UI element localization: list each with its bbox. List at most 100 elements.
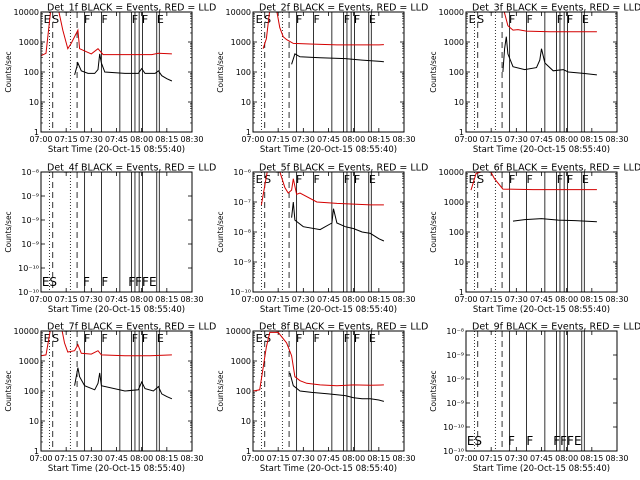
lld-series-line (260, 172, 384, 206)
x-tick-label: 07:45 (530, 454, 553, 463)
event-marker-letter: E (469, 13, 476, 26)
y-tick-label: 10⁻¹⁰ (230, 288, 251, 297)
y-tick-label: 100 (24, 68, 39, 77)
event-marker-letter: E (157, 332, 164, 345)
chart-title: Det_2f BLACK = Events, RED = LLD (259, 3, 428, 14)
y-tick-label: 10⁻⁶ (233, 168, 251, 177)
x-tick-label: 08:30 (392, 295, 415, 304)
y-tick-label: 1000 (19, 38, 39, 47)
y-axis-label: Counts/sec (216, 51, 225, 92)
event-marker-letter: E (256, 332, 263, 345)
x-tick-label: 07:45 (317, 295, 340, 304)
x-tick-label: 07:00 (454, 135, 477, 144)
y-tick-label: 100 (236, 387, 251, 396)
y-axis-label: Counts/sec (4, 370, 13, 411)
y-tick-label: 10000 (226, 327, 251, 336)
y-tick-label: 1000 (231, 38, 251, 47)
y-axis-label: Counts/sec (429, 370, 438, 411)
x-tick-label: 08:15 (367, 454, 390, 463)
x-tick-label: 07:45 (105, 295, 128, 304)
x-tick-label: 07:30 (505, 135, 528, 144)
y-tick-label: 1 (459, 128, 464, 137)
y-tick-label: 100 (24, 387, 39, 396)
event-marker-letter: S (264, 332, 271, 345)
event-marker-letter: FFFE (553, 434, 581, 448)
y-tick-label: 10⁻⁹ (446, 351, 464, 360)
y-tick-label: 10000 (14, 327, 39, 336)
x-axis-label: Start Time (20-Oct-15 08:55:40) (473, 145, 610, 155)
plot-frame (465, 11, 618, 133)
x-tick-label: 07:45 (317, 454, 340, 463)
event-marker-letter: F (567, 173, 573, 186)
chart-panel-6: Det_6f BLACK = Events, RED = LLD 1 10 100 10… (429, 163, 640, 316)
events-series-line (512, 218, 597, 223)
x-tick-label: 07:15 (55, 454, 78, 463)
x-tick-label: 08:00 (130, 135, 153, 144)
event-marker-letter: S (52, 13, 59, 26)
event-marker-letter: E (582, 173, 589, 186)
x-tick-label: 08:15 (155, 135, 178, 144)
x-tick-label: 07:45 (530, 295, 553, 304)
y-tick-label: 1 (246, 128, 251, 137)
y-tick-label: 10000 (439, 8, 464, 17)
event-marker-letter: E (157, 13, 164, 26)
y-tick-label: 100 (236, 68, 251, 77)
event-marker-letter: S (477, 13, 484, 26)
event-marker-letter: F (101, 275, 108, 289)
x-tick-label: 07:15 (267, 454, 290, 463)
chart-panel-7: Det_7f BLACK = Events, RED = LLD 1 10 100 10… (4, 322, 216, 475)
events-series-line (291, 201, 385, 242)
x-tick-label: 07:00 (454, 295, 477, 304)
x-tick-label: 08:30 (605, 295, 628, 304)
event-marker-letter: FFFE (128, 275, 156, 289)
x-tick-label: 08:00 (130, 295, 153, 304)
event-marker-letter: F (84, 13, 90, 26)
chart-panel-8: Det_8f BLACK = Events, RED = LLD 1 10 100 10… (216, 322, 428, 475)
event-marker-letter: F (354, 332, 360, 345)
x-tick-label: 08:15 (155, 295, 178, 304)
event-marker-letter: E (582, 13, 589, 26)
y-tick-label: 10000 (14, 8, 39, 17)
x-tick-label: 08:15 (580, 454, 603, 463)
x-tick-label: 08:00 (342, 295, 365, 304)
event-marker-letter: E (44, 332, 51, 345)
event-marker-letter: S (474, 434, 482, 448)
x-tick-label: 08:00 (555, 135, 578, 144)
plot-frame (40, 11, 193, 133)
x-tick-label: 08:30 (605, 454, 628, 463)
event-marker-letter: F (132, 13, 138, 26)
event-marker-letter: E (42, 275, 50, 289)
x-tick-label: 07:00 (241, 135, 264, 144)
plot-frame (252, 11, 405, 133)
y-tick-label: 10⁻⁸ (446, 327, 464, 336)
event-marker-letter: E (469, 173, 476, 186)
event-marker-letter: F (84, 332, 90, 345)
x-axis-label: Start Time (20-Oct-15 08:55:40) (48, 305, 185, 315)
x-axis-label: Start Time (20-Oct-15 08:55:40) (48, 464, 185, 474)
y-tick-label: 1000 (444, 38, 464, 47)
x-tick-label: 08:00 (555, 454, 578, 463)
y-tick-label: 10⁻¹⁰ (443, 447, 464, 456)
x-tick-label: 07:00 (241, 295, 264, 304)
event-marker-letter: F (142, 13, 148, 26)
chart-panel-4: Det_4f BLACK = Events, RED = LLD 10⁻¹⁰ 10⁻… (4, 163, 216, 316)
y-axis-label: Counts/sec (429, 211, 438, 252)
event-marker-letter: F (557, 173, 563, 186)
chart-panel-2: Det_2f BLACK = Events, RED = LLD 1 10 100 10… (216, 3, 428, 156)
x-tick-label: 08:30 (605, 135, 628, 144)
events-series-line (74, 53, 173, 82)
x-axis-label: Start Time (20-Oct-15 08:55:40) (48, 145, 185, 155)
x-tick-label: 07:15 (480, 295, 503, 304)
event-marker-letter: F (509, 173, 515, 186)
event-marker-letter: F (296, 173, 302, 186)
y-tick-label: 10⁻⁹ (446, 399, 464, 408)
y-tick-label: 10⁻⁹ (446, 375, 464, 384)
event-marker-letter: F (296, 13, 302, 26)
x-tick-label: 07:00 (29, 454, 52, 463)
plot-frame (40, 330, 193, 452)
x-tick-label: 08:30 (180, 295, 203, 304)
x-tick-label: 07:30 (80, 454, 103, 463)
y-tick-label: 1 (34, 447, 39, 456)
y-tick-label: 10⁻⁸ (21, 168, 39, 177)
